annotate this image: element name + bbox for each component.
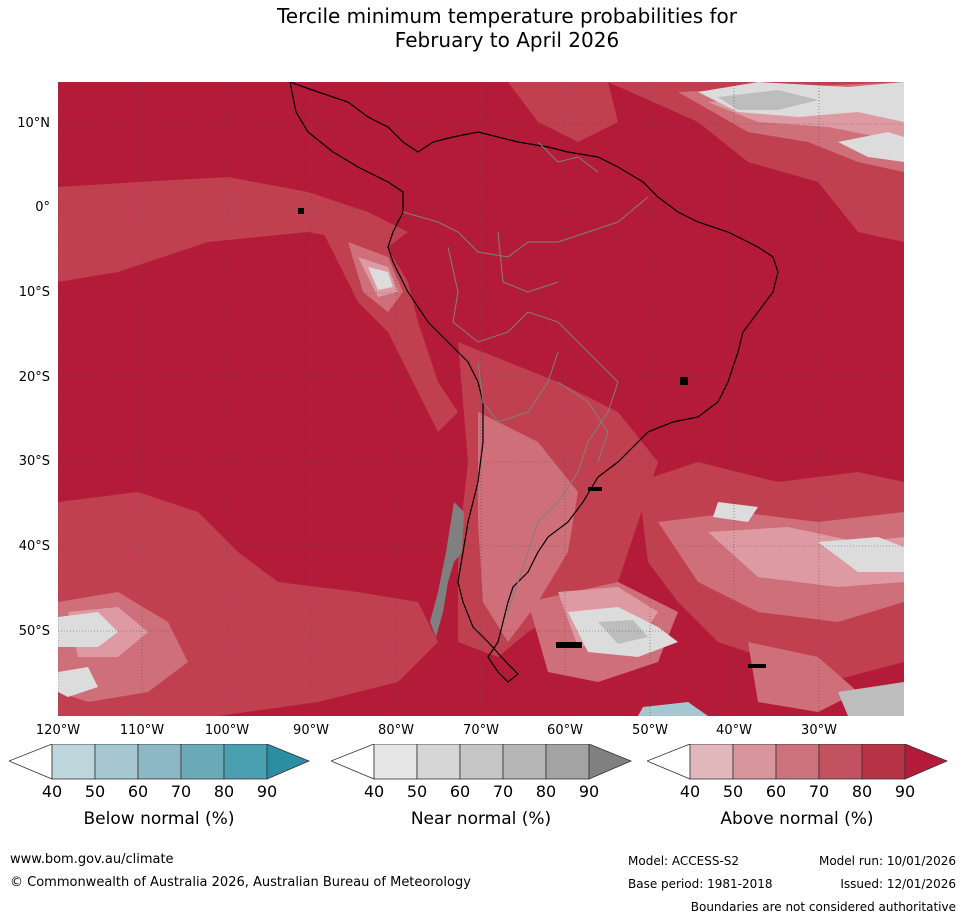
country-borders	[402, 141, 649, 613]
below-tick-90: 90	[256, 782, 278, 801]
above-tick-70: 70	[808, 782, 830, 801]
lon-label-90w: 90°W	[293, 723, 329, 738]
above-tick-80: 80	[851, 782, 873, 801]
title-line-2: February to April 2026	[394, 28, 620, 52]
above-tick-90: 90	[894, 782, 916, 801]
colorbar-above-normal-svg	[645, 743, 949, 780]
near-tick-80: 80	[535, 782, 557, 801]
south-america-coastline	[289, 82, 779, 683]
footer-disclaimer: Boundaries are not considered authoritat…	[690, 900, 956, 914]
below-tick-70: 70	[170, 782, 192, 801]
colorbar-below-normal	[7, 743, 311, 784]
lon-label-40w: 40°W	[716, 723, 752, 738]
colorbar-below-normal-svg	[7, 743, 311, 780]
andes-grey-strip	[430, 502, 464, 637]
footer-model: Model: ACCESS-S2	[628, 854, 740, 868]
lon-label-30w: 30°W	[801, 723, 837, 738]
title-line-1: Tercile minimum temperature probabilitie…	[276, 4, 738, 28]
footer-base-period: Base period: 1981-2018	[628, 877, 773, 891]
footer-url[interactable]: www.bom.gov.au/climate	[10, 852, 174, 867]
near-tick-40: 40	[363, 782, 385, 801]
below-normal-label: Below normal (%)	[83, 809, 235, 829]
above-tick-60: 60	[765, 782, 787, 801]
lon-label-60w: 60°W	[547, 723, 583, 738]
lon-label-50w: 50°W	[632, 723, 668, 738]
lat-label-20s: 20°S	[18, 370, 50, 385]
below-tick-50: 50	[84, 782, 106, 801]
islands	[298, 208, 766, 668]
footer-issued: Issued: 12/01/2026	[840, 877, 956, 891]
lat-label-50s: 50°S	[18, 624, 50, 639]
lat-label-10n: 10°N	[17, 116, 50, 131]
below-tick-60: 60	[127, 782, 149, 801]
above-tick-40: 40	[679, 782, 701, 801]
footer-model-run: Model run: 10/01/2026	[818, 854, 956, 868]
lon-label-120w: 120°W	[35, 723, 81, 738]
footer-copyright: © Commonwealth of Australia 2026, Austra…	[10, 875, 471, 890]
below-tick-40: 40	[41, 782, 63, 801]
lat-label-0: 0°	[35, 200, 50, 215]
chart-title: Tercile minimum temperature probabilitie…	[0, 4, 965, 52]
near-normal-label: Near normal (%)	[410, 809, 552, 829]
near-tick-60: 60	[449, 782, 471, 801]
lat-label-40s: 40°S	[18, 539, 50, 554]
lon-label-80w: 80°W	[378, 723, 414, 738]
near-tick-70: 70	[492, 782, 514, 801]
probability-map	[58, 82, 904, 716]
near-tick-90: 90	[578, 782, 600, 801]
near-normal-mid-patches	[598, 90, 904, 716]
lon-label-110w: 110°W	[119, 723, 165, 738]
above-tick-50: 50	[722, 782, 744, 801]
colorbar-near-normal	[329, 743, 633, 784]
below-tick-80: 80	[213, 782, 235, 801]
lon-label-70w: 70°W	[463, 723, 499, 738]
lon-label-100w: 100°W	[204, 723, 250, 738]
colorbar-near-normal-svg	[329, 743, 633, 780]
above-normal-label: Above normal (%)	[720, 809, 874, 829]
colorbar-above-normal	[645, 743, 949, 784]
graticule	[58, 82, 904, 716]
map-svg	[58, 82, 904, 716]
lat-label-10s: 10°S	[18, 285, 50, 300]
near-tick-50: 50	[406, 782, 428, 801]
lat-label-30s: 30°S	[18, 454, 50, 469]
below-normal-patch	[638, 702, 708, 716]
